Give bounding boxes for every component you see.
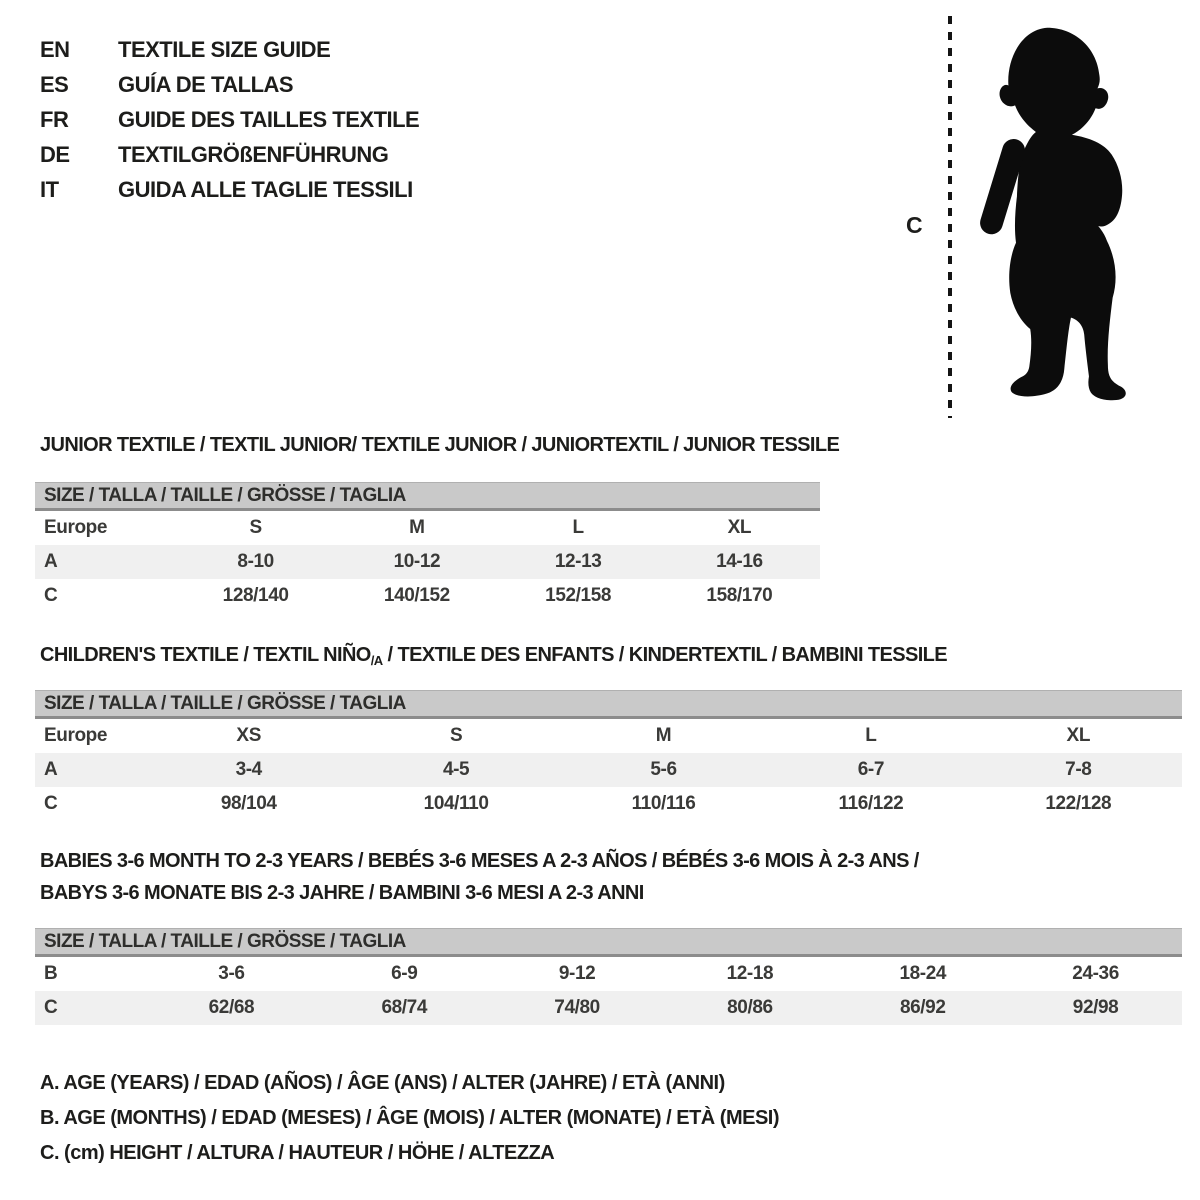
language-row-de: DE TEXTILGRÖßENFÜHRUNG xyxy=(40,137,419,172)
table-cell: S xyxy=(249,517,262,538)
table-cell: 62/68 xyxy=(208,997,255,1018)
table-cell: 92/98 xyxy=(1072,997,1119,1018)
table-row-age: A 8-10 10-12 12-13 14-16 xyxy=(35,545,820,579)
language-code: EN xyxy=(40,37,70,62)
table-cell: M xyxy=(655,725,672,746)
table-row-europe: Europe XS S M L XL xyxy=(35,719,1182,753)
table-cell: 7-8 xyxy=(1065,759,1092,780)
table-cell: S xyxy=(449,725,463,746)
children-section-title: CHILDREN'S TEXTILE / TEXTIL NIÑO/A / TEX… xyxy=(40,644,948,668)
row-label: C xyxy=(44,585,58,606)
table-cell: 12-18 xyxy=(726,963,774,984)
table-cell: 6-9 xyxy=(391,963,418,984)
table-cell: 128/140 xyxy=(222,585,289,606)
legend-notes: A. AGE (YEARS) / EDAD (AÑOS) / ÂGE (ANS)… xyxy=(40,1066,780,1171)
table-row-height: C 62/68 68/74 74/80 80/86 86/92 92/98 xyxy=(35,991,1182,1025)
row-label: Europe xyxy=(44,517,108,538)
row-label: A xyxy=(44,759,58,780)
language-code: IT xyxy=(40,177,59,202)
babies-title-line-2: BABYS 3-6 MONATE BIS 2-3 JAHRE / BAMBINI… xyxy=(40,882,644,904)
language-row-en: EN TEXTILE SIZE GUIDE xyxy=(40,32,419,67)
guide-title: TEXTILE SIZE GUIDE xyxy=(118,37,331,62)
table-cell: L xyxy=(865,725,877,746)
table-cell: 18-24 xyxy=(899,963,947,984)
table-cell: 14-16 xyxy=(716,551,763,572)
language-row-it: IT GUIDA ALLE TAGLIE TESSILI xyxy=(40,172,419,207)
table-cell: 6-7 xyxy=(857,759,885,780)
table-cell: XL xyxy=(1066,725,1091,746)
title-text: CHILDREN'S TEXTILE / TEXTIL NIÑO xyxy=(40,644,371,666)
language-code: DE xyxy=(40,142,70,167)
table-cell: M xyxy=(409,517,425,538)
guide-title: TEXTILGRÖßENFÜHRUNG xyxy=(118,142,389,167)
language-code: ES xyxy=(40,72,69,97)
table-cell: 140/152 xyxy=(383,585,450,606)
note-age-years: A. AGE (YEARS) / EDAD (AÑOS) / ÂGE (ANS)… xyxy=(40,1072,725,1094)
junior-size-table: SIZE / TALLA / TAILLE / GRÖSSE / TAGLIA … xyxy=(35,482,820,613)
table-cell: 12-13 xyxy=(554,551,602,572)
table-cell: L xyxy=(572,517,585,538)
table-cell: 5-6 xyxy=(650,759,677,780)
children-size-table: SIZE / TALLA / TAILLE / GRÖSSE / TAGLIA … xyxy=(35,690,1182,821)
table-row-age: A 3-4 4-5 5-6 6-7 7-8 xyxy=(35,753,1182,787)
guide-title: GUIDA ALLE TAGLIE TESSILI xyxy=(118,177,413,202)
table-cell: XS xyxy=(236,725,261,746)
toddler-silhouette-image xyxy=(980,27,1126,401)
title-text: / TEXTILE DES ENFANTS / KINDERTEXTIL / B… xyxy=(382,644,948,666)
measure-label-c: C xyxy=(906,212,923,238)
table-row-height: C 128/140 140/152 152/158 158/170 xyxy=(35,579,820,613)
table-cell: 68/74 xyxy=(381,997,428,1018)
table-cell: 98/104 xyxy=(220,793,277,814)
table-cell: 9-12 xyxy=(558,963,596,984)
table-row-months: B 3-6 6-9 9-12 12-18 18-24 24-36 xyxy=(35,957,1182,991)
table-cell: 110/116 xyxy=(631,793,696,814)
table-cell: 86/92 xyxy=(899,997,946,1018)
title-subscript: /A xyxy=(370,653,383,668)
table-cell: XL xyxy=(727,517,752,538)
row-label: C xyxy=(44,997,58,1018)
table-cell: 74/80 xyxy=(554,997,600,1018)
table-cell: 152/158 xyxy=(545,585,612,606)
language-row-fr: FR GUIDE DES TAILLES TEXTILE xyxy=(40,102,420,137)
note-height-cm: C. (cm) HEIGHT / ALTURA / HAUTEUR / HÖHE… xyxy=(40,1142,555,1164)
table-cell: 158/170 xyxy=(706,585,773,606)
table-row-europe: Europe S M L XL xyxy=(35,511,820,545)
babies-title-line-1: BABIES 3-6 MONTH TO 2-3 YEARS / BEBÉS 3-… xyxy=(40,850,919,872)
table-cell: 116/122 xyxy=(838,793,904,814)
table-cell: 24-36 xyxy=(1072,963,1119,984)
table-cell: 8-10 xyxy=(237,551,274,572)
table-cell: 3-6 xyxy=(218,963,245,984)
row-label: B xyxy=(44,963,58,984)
table-cell: 3-4 xyxy=(235,759,263,780)
height-dashed-line xyxy=(948,16,952,418)
size-header-bar: SIZE / TALLA / TAILLE / GRÖSSE / TAGLIA xyxy=(35,482,820,511)
note-age-months: B. AGE (MONTHS) / EDAD (MESES) / ÂGE (MO… xyxy=(40,1107,780,1129)
table-cell: 122/128 xyxy=(1045,793,1112,814)
row-label: Europe xyxy=(44,725,108,746)
babies-size-table: SIZE / TALLA / TAILLE / GRÖSSE / TAGLIA … xyxy=(35,928,1182,1025)
language-code: FR xyxy=(40,107,69,132)
table-row-height: C 98/104 104/110 110/116 116/122 122/128 xyxy=(35,787,1182,821)
size-header-bar: SIZE / TALLA / TAILLE / GRÖSSE / TAGLIA xyxy=(35,690,1182,719)
junior-section-title: JUNIOR TEXTILE / TEXTIL JUNIOR/ TEXTILE … xyxy=(40,434,840,456)
language-row-es: ES GUÍA DE TALLAS xyxy=(40,67,419,102)
table-cell: 104/110 xyxy=(423,793,489,814)
guide-title: GUIDE DES TAILLES TEXTILE xyxy=(118,107,420,132)
babies-section-title: BABIES 3-6 MONTH TO 2-3 YEARS / BEBÉS 3-… xyxy=(40,845,919,909)
table-cell: 80/86 xyxy=(727,997,773,1018)
table-cell: 4-5 xyxy=(442,759,470,780)
table-cell: 10-12 xyxy=(393,551,441,572)
language-title-block: EN TEXTILE SIZE GUIDE ES GUÍA DE TALLAS … xyxy=(40,32,420,207)
size-header-bar: SIZE / TALLA / TAILLE / GRÖSSE / TAGLIA xyxy=(35,928,1182,957)
guide-title: GUÍA DE TALLAS xyxy=(118,72,294,97)
row-label: A xyxy=(44,551,58,572)
row-label: C xyxy=(44,793,58,814)
